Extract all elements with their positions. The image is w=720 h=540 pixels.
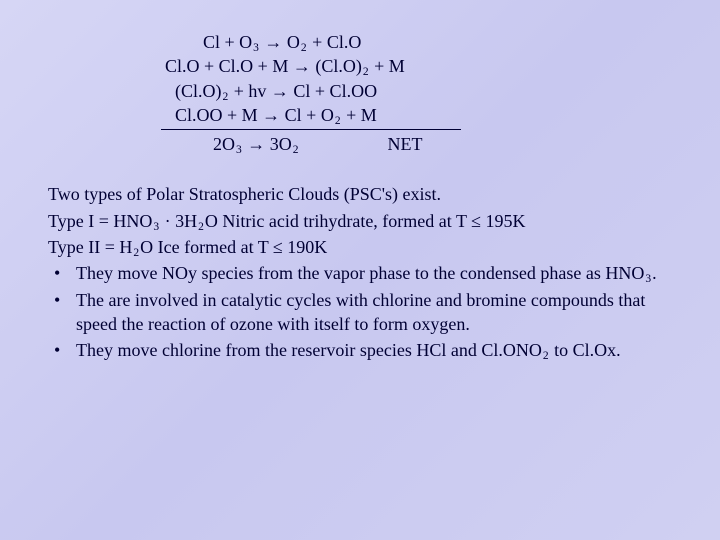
eq-text: → O	[260, 32, 300, 52]
text: .	[652, 263, 657, 283]
equation-3: (Cl.O)2 + hv → Cl + Cl.OO	[175, 79, 672, 103]
eq-text: Cl.O + Cl.O + M → (Cl.O)	[165, 56, 362, 76]
subscript: 3	[235, 144, 243, 156]
text: They move NOy species from the vapor pha…	[76, 263, 644, 283]
equation-1: Cl + O3 → O2 + Cl.O	[203, 30, 672, 54]
paragraph-type1: Type I = HNO3 · 3H2O Nitric acid trihydr…	[48, 209, 672, 233]
text: · 3H	[160, 211, 197, 231]
text: O Nitric acid trihydrate, formed at T ≤ …	[205, 211, 526, 231]
subscript: 2	[222, 91, 230, 103]
subscript: 2	[334, 115, 342, 127]
eq-text: + M	[342, 105, 377, 125]
subscript: 3	[644, 273, 652, 285]
subscript: 2	[362, 66, 370, 78]
net-label: NET	[300, 132, 423, 156]
net-equation: 2O3 → 3O2	[161, 132, 300, 156]
text: to Cl.Ox.	[550, 340, 621, 360]
subscript: 3	[252, 42, 260, 54]
eq-text: Cl.OO + M → Cl + O	[175, 105, 334, 125]
subscript: 2	[300, 42, 308, 54]
subscript: 2	[292, 144, 300, 156]
subscript: 2	[542, 350, 550, 362]
bullet-item-2: The are involved in catalytic cycles wit…	[48, 288, 672, 337]
equation-4: Cl.OO + M → Cl + O2 + M	[175, 103, 672, 127]
paragraph-intro: Two types of Polar Stratospheric Clouds …	[48, 182, 672, 206]
body-text-block: Two types of Polar Stratospheric Clouds …	[48, 182, 672, 362]
text: Type II = H	[48, 237, 132, 257]
net-equation-row: 2O3 → 3O2 NET	[161, 129, 461, 156]
eq-text: → 3O	[243, 134, 292, 154]
eq-text: (Cl.O)	[175, 81, 222, 101]
text: O Ice formed at T ≤ 190K	[140, 237, 327, 257]
eq-text: 2O	[213, 134, 235, 154]
text: They move chlorine from the reservoir sp…	[76, 340, 542, 360]
bullet-item-3: They move chlorine from the reservoir sp…	[48, 338, 672, 362]
eq-text: + hv → Cl + Cl.OO	[229, 81, 377, 101]
bullet-item-1: They move NOy species from the vapor pha…	[48, 261, 672, 285]
subscript: 2	[197, 221, 205, 233]
eq-text: + M	[370, 56, 405, 76]
eq-text: Cl + O	[203, 32, 252, 52]
bullet-list: They move NOy species from the vapor pha…	[48, 261, 672, 362]
paragraph-type2: Type II = H2O Ice formed at T ≤ 190K	[48, 235, 672, 259]
subscript: 2	[132, 247, 140, 259]
equation-2: Cl.O + Cl.O + M → (Cl.O)2 + M	[165, 54, 672, 78]
text: Type I = HNO	[48, 211, 152, 231]
subscript: 3	[152, 221, 160, 233]
equation-block: Cl + O3 → O2 + Cl.O Cl.O + Cl.O + M → (C…	[203, 30, 672, 156]
eq-text: + Cl.O	[308, 32, 362, 52]
